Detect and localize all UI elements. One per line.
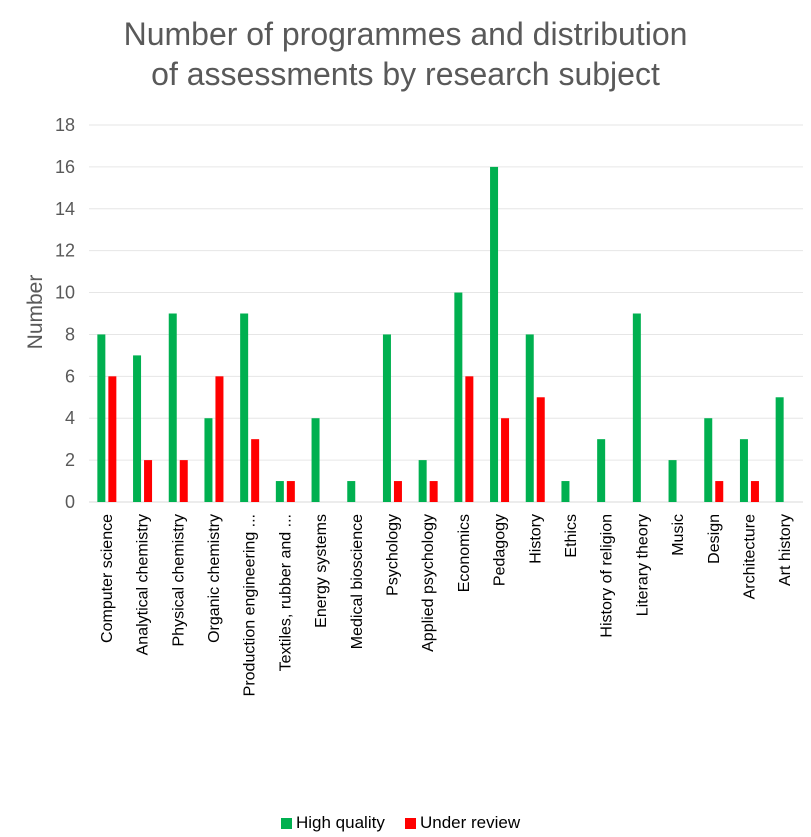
x-tick-label: History — [527, 514, 544, 564]
x-tick-label: Energy systems — [313, 514, 330, 628]
x-tick-label: Economics — [456, 514, 473, 592]
x-tick-label: Art history — [777, 514, 794, 586]
x-tick-label: Computer science — [99, 514, 116, 643]
bar-high-quality — [382, 334, 391, 502]
bar-high-quality — [668, 460, 677, 502]
y-tick-label: 8 — [65, 324, 75, 344]
bar-under-review — [536, 397, 545, 502]
y-tick-label: 2 — [65, 450, 75, 470]
bar-high-quality — [775, 397, 784, 502]
legend-item-high-quality: High quality — [281, 813, 385, 833]
y-axis-ticks: 0 2 4 6 8 10 12 14 16 18 — [55, 115, 75, 512]
y-tick-label: 0 — [65, 492, 75, 512]
bar-high-quality — [454, 292, 463, 502]
y-tick-label: 18 — [55, 115, 75, 135]
bar-under-review — [179, 460, 188, 502]
bar-high-quality — [204, 418, 213, 502]
legend-item-under-review: Under review — [405, 813, 520, 833]
legend-swatch-under-review — [405, 817, 416, 829]
bar-under-review — [465, 376, 474, 502]
bar-high-quality — [632, 313, 641, 502]
bar-high-quality — [490, 166, 499, 502]
x-tick-label: Production engineering ... — [242, 514, 259, 696]
x-tick-label: Medical bioscience — [349, 514, 366, 649]
bar-under-review — [715, 481, 724, 502]
bar-under-review — [393, 481, 402, 502]
chart-title: Number of programmes and distribution of… — [0, 14, 811, 94]
bar-under-review — [215, 376, 224, 502]
legend-label-high-quality: High quality — [296, 813, 385, 832]
x-tick-label: Architecture — [741, 514, 758, 599]
bars — [97, 166, 784, 502]
x-tick-label: Pedagogy — [492, 514, 509, 586]
x-tick-label: Physical chemistry — [170, 514, 187, 646]
bar-high-quality — [739, 439, 748, 502]
bar-under-review — [750, 481, 759, 502]
bar-under-review — [251, 439, 260, 502]
chart-title-line-2: of assessments by research subject — [151, 56, 660, 92]
y-axis-label: Number — [24, 275, 47, 350]
x-tick-label: Ethics — [563, 514, 580, 558]
bar-high-quality — [168, 313, 177, 502]
bar-under-review — [429, 481, 438, 502]
x-tick-label: Literary theory — [634, 514, 651, 616]
x-tick-label: History of religion — [599, 514, 616, 638]
legend-swatch-high-quality — [281, 817, 292, 829]
chart-title-line-1: Number of programmes and distribution — [123, 16, 688, 52]
bar-under-review — [108, 376, 117, 502]
bar-under-review — [286, 481, 295, 502]
x-tick-label: Analytical chemistry — [135, 514, 152, 655]
x-tick-label: Organic chemistry — [206, 514, 223, 643]
y-tick-label: 4 — [65, 408, 75, 428]
legend: High quality Under review — [0, 813, 811, 835]
y-tick-label: 6 — [65, 366, 75, 386]
x-tick-label: Design — [706, 514, 723, 564]
x-tick-label: Textiles, rubber and ... — [277, 514, 294, 671]
y-tick-label: 16 — [55, 157, 75, 177]
bar-high-quality — [133, 355, 142, 502]
bar-high-quality — [525, 334, 534, 502]
y-tick-label: 14 — [55, 199, 75, 219]
bar-under-review — [144, 460, 153, 502]
gridlines — [89, 124, 803, 503]
bar-high-quality — [418, 460, 427, 502]
bar-high-quality — [240, 313, 249, 502]
bar-high-quality — [597, 439, 606, 502]
bar-high-quality — [347, 481, 356, 502]
x-tick-label: Music — [670, 514, 687, 556]
bar-high-quality — [97, 334, 106, 502]
y-tick-label: 10 — [55, 283, 75, 303]
bar-high-quality — [275, 481, 284, 502]
legend-label-under-review: Under review — [420, 813, 521, 832]
x-axis-ticks: Computer science Analytical chemistry Phys… — [99, 514, 794, 696]
bar-high-quality — [311, 418, 320, 502]
bar-high-quality — [704, 418, 713, 502]
x-tick-label: Applied psychology — [420, 514, 437, 652]
bar-under-review — [501, 418, 510, 502]
bar-chart: 0 2 4 6 8 10 12 14 16 18 Computer science Analytic… — [24, 115, 803, 696]
x-tick-label: Psychology — [384, 514, 401, 596]
y-tick-label: 12 — [55, 241, 75, 261]
bar-high-quality — [561, 481, 570, 502]
